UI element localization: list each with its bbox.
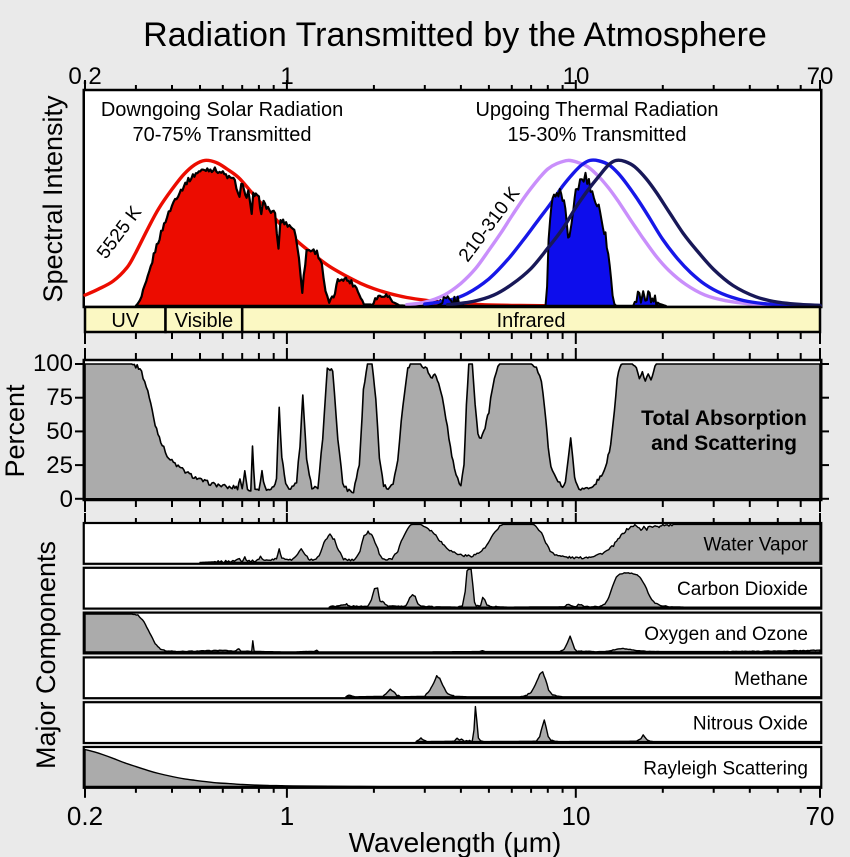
component-panel-rayleigh-scattering <box>82 745 823 789</box>
axis-ticks <box>75 80 829 798</box>
spectrum-band-strip: UV Visible Infrared <box>83 305 822 334</box>
component-row-methane: Methane <box>82 656 823 700</box>
absorption-top-ticks <box>84 348 821 359</box>
solar-annotation-line1: Downgoing Solar Radiation <box>101 99 343 121</box>
major-components-ylabel: Major Components <box>31 541 61 769</box>
components-top-ticks <box>84 513 821 524</box>
top-axis-ticks <box>84 80 821 91</box>
band-infrared <box>240 305 822 334</box>
rayleigh-scattering <box>84 748 821 788</box>
component-rows: Water Vapor Carbon Dioxide Oxygen and Ozon… <box>82 521 823 789</box>
component-label-methane: Methane <box>734 669 808 690</box>
component-panel-oxygen-and-ozone <box>82 611 823 655</box>
oxygen-and-ozone <box>84 613 821 653</box>
band-label-uv: UV <box>111 310 139 332</box>
top-tick-label-1: 1 <box>280 63 293 90</box>
bottom-tick-label-70: 70 <box>806 801 835 831</box>
component-row-rayleigh-scattering: Rayleigh Scattering <box>82 745 823 789</box>
band-visible <box>164 305 244 334</box>
component-row-carbon-dioxide: Carbon Dioxide <box>82 566 823 610</box>
component-label-oxygen-and-ozone: Oxygen and Ozone <box>644 624 808 645</box>
percent-ylabel: Percent <box>0 384 30 478</box>
total-absorption-annotation-line1: Total Absorption <box>641 407 807 430</box>
ytick-50: 50 <box>46 418 73 445</box>
total-absorption-and-scattering <box>84 363 821 500</box>
component-row-oxygen-and-ozone: Oxygen and Ozone <box>82 611 823 655</box>
nitrous-oxide <box>415 705 821 743</box>
bottom-axis-labels: 0.2 1 10 70 <box>67 801 835 831</box>
ytick-75: 75 <box>46 384 73 411</box>
top-axis-labels: 0.2 1 10 70 <box>68 63 833 90</box>
component-panel-methane <box>82 656 823 700</box>
absorption-bottom-ticks <box>84 501 821 512</box>
percent-y-ticks <box>75 363 829 500</box>
component-panel-carbon-dioxide <box>82 566 823 610</box>
thermal-annotation-line1: Upgoing Thermal Radiation <box>475 99 718 121</box>
component-label-carbon-dioxide: Carbon Dioxide <box>677 579 808 600</box>
thermal-annotation-line2: 15-30% Transmitted <box>508 124 687 146</box>
bottom-tick-label-0.2: 0.2 <box>67 801 103 831</box>
component-label-rayleigh-scattering: Rayleigh Scattering <box>643 758 808 779</box>
component-row-nitrous-oxide: Nitrous Oxide <box>82 701 823 745</box>
total-absorption-annotation-line2: and Scattering <box>651 432 797 455</box>
ytick-100: 100 <box>33 350 73 377</box>
component-label-water-vapor: Water Vapor <box>703 534 808 555</box>
spectral-intensity-ylabel: Spectral Intensity <box>38 95 68 303</box>
210-k-blackbody <box>446 158 822 308</box>
bottom-tick-label-1: 1 <box>280 801 294 831</box>
band-label-infrared: Infrared <box>497 310 566 332</box>
carbon-dioxide <box>328 568 821 608</box>
wavelength-xlabel: Wavelength (μm) <box>349 827 562 857</box>
ytick-25: 25 <box>46 452 73 479</box>
component-label-nitrous-oxide: Nitrous Oxide <box>693 714 808 735</box>
band-label-visible: Visible <box>175 310 234 332</box>
ytick-0: 0 <box>60 486 73 513</box>
figure-title: Radiation Transmitted by the Atmosphere <box>143 16 767 54</box>
component-row-water-vapor: Water Vapor <box>82 521 823 565</box>
percent-tick-labels: 100 75 50 25 0 <box>33 350 73 513</box>
bottom-tick-label-10: 10 <box>562 801 591 831</box>
methane <box>345 671 821 698</box>
water-vapor <box>199 523 821 564</box>
bottom-axis-ticks <box>84 786 821 798</box>
solar-annotation-line2: 70-75% Transmitted <box>133 124 312 146</box>
band-bottom-ticks <box>84 333 821 344</box>
component-panel-nitrous-oxide <box>82 701 823 745</box>
total-absorption-curve <box>84 363 821 500</box>
